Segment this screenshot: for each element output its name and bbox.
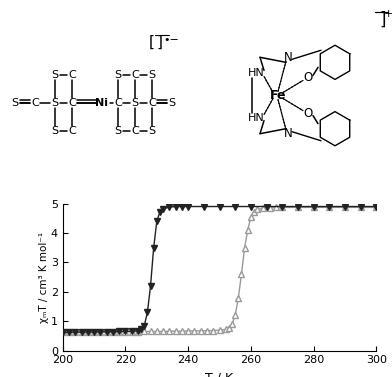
Text: C: C — [68, 98, 76, 107]
Text: C: C — [131, 126, 139, 136]
Text: S: S — [114, 126, 122, 136]
Text: S: S — [169, 98, 176, 107]
Text: C: C — [31, 98, 39, 107]
Text: HN: HN — [248, 68, 264, 78]
X-axis label: T / K: T / K — [205, 371, 234, 377]
Text: Fe: Fe — [270, 89, 286, 102]
Text: S: S — [149, 126, 156, 136]
Text: C: C — [114, 98, 122, 107]
Text: C: C — [148, 98, 156, 107]
Text: C: C — [68, 126, 76, 136]
Text: S: S — [51, 98, 58, 107]
Text: C: C — [68, 70, 76, 80]
Text: +: + — [383, 9, 392, 19]
Text: S: S — [51, 126, 58, 136]
Text: Ni: Ni — [96, 98, 109, 107]
Text: C: C — [131, 70, 139, 80]
Text: •−: •− — [163, 35, 179, 45]
Y-axis label: χₘT / cm³ K mol⁻¹: χₘT / cm³ K mol⁻¹ — [39, 231, 49, 323]
Text: O: O — [303, 107, 313, 120]
Text: N: N — [284, 127, 292, 140]
Text: N: N — [284, 51, 292, 64]
Text: HN: HN — [248, 113, 264, 123]
Text: S: S — [51, 70, 58, 80]
Text: ]: ] — [380, 11, 386, 29]
Text: [: [ — [149, 35, 155, 50]
Text: ]: ] — [157, 35, 163, 50]
Text: S: S — [149, 70, 156, 80]
Text: S: S — [11, 98, 18, 107]
Text: S: S — [114, 70, 122, 80]
Text: O: O — [303, 71, 313, 84]
Text: S: S — [131, 98, 138, 107]
